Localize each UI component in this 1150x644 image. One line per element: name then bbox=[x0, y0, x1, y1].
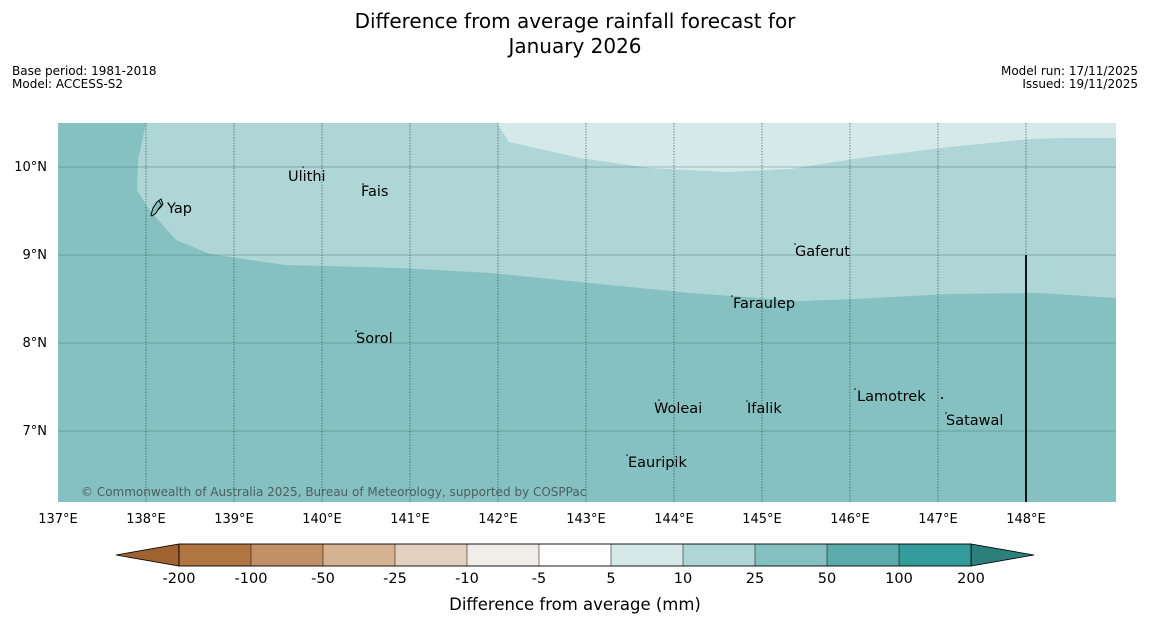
lat-label-8n: 8°N bbox=[23, 336, 48, 351]
model-run: Model run: 17/11/2025 bbox=[1000, 64, 1138, 78]
colorbar-segment bbox=[178, 543, 252, 567]
colorbar-segment bbox=[682, 543, 756, 567]
lon-label-138e: 138°E bbox=[126, 512, 166, 527]
lon-label-146e: 146°E bbox=[830, 512, 870, 527]
atoll-dot-satawal bbox=[945, 412, 947, 414]
place-label-eauripik: Eauripik bbox=[628, 455, 687, 471]
place-label-ifalik: Ifalik bbox=[747, 401, 782, 417]
atoll-dot-faraulep bbox=[731, 295, 733, 297]
colorbar-segments bbox=[178, 543, 972, 567]
colorbar-segment bbox=[538, 543, 612, 567]
model-name: Model: ACCESS-S2 bbox=[12, 77, 124, 91]
place-label-fais: Fais bbox=[361, 184, 388, 200]
lon-label-148e: 148°E bbox=[1006, 512, 1046, 527]
place-label-yap: Yap bbox=[166, 201, 192, 217]
lon-label-144e: 144°E bbox=[654, 512, 694, 527]
base-period: Base period: 1981-2018 bbox=[12, 64, 157, 78]
colorbar-segment bbox=[826, 543, 900, 567]
lon-label-143e: 143°E bbox=[566, 512, 606, 527]
colorbar: -200 -100 -50 -25 -10 -5 5 10 25 50 100 200 bbox=[115, 543, 1035, 587]
atoll-dot-ulithi bbox=[302, 166, 304, 168]
map-title: Difference from average rainfall forecas… bbox=[0, 9, 1150, 59]
lon-label-137e: 137°E bbox=[38, 512, 78, 527]
atoll-dot-lamotrek bbox=[854, 388, 856, 390]
atoll-dot-ifalik bbox=[746, 400, 748, 402]
place-label-lamotrek: Lamotrek bbox=[857, 389, 926, 405]
lon-label-140e: 140°E bbox=[302, 512, 342, 527]
title-line-1: Difference from average rainfall forecas… bbox=[354, 9, 796, 33]
lon-label-141e: 141°E bbox=[390, 512, 430, 527]
atoll-dot-woleai bbox=[658, 399, 660, 401]
colorbar-tick-label: 50 bbox=[818, 571, 836, 587]
place-label-satawal: Satawal bbox=[946, 413, 1003, 429]
colorbar-low-extreme bbox=[115, 543, 180, 567]
colorbar-tick-label: 100 bbox=[885, 571, 913, 587]
place-label-gaferut: Gaferut bbox=[795, 244, 850, 260]
yap-island-detail bbox=[157, 200, 163, 211]
colorbar-tick-label: -5 bbox=[532, 571, 546, 587]
colorbar-segment bbox=[898, 543, 972, 567]
rain-band-10-25 bbox=[137, 123, 1116, 301]
legend-label: Difference from average (mm) bbox=[449, 595, 701, 614]
atoll-dot-lamotrek-east bbox=[941, 397, 943, 399]
atoll-dot-fais bbox=[362, 183, 364, 185]
colorbar-tick-label: -200 bbox=[163, 571, 196, 587]
lon-label-145e: 145°E bbox=[742, 512, 782, 527]
rain-band-5-10 bbox=[497, 123, 1116, 172]
place-label-ulithi: Ulithi bbox=[288, 169, 326, 185]
meta-right: Model run: 17/11/2025 Issued: 19/11/2025 bbox=[1001, 65, 1138, 91]
colorbar-tick-label: 5 bbox=[606, 571, 615, 587]
atoll-dot-sorol bbox=[355, 330, 357, 332]
copyright-notice: © Commonwealth of Australia 2025, Bureau… bbox=[81, 485, 586, 499]
place-label-sorol: Sorol bbox=[356, 331, 393, 347]
meta-left: Base period: 1981-2018 Model: ACCESS-S2 bbox=[12, 65, 157, 91]
colorbar-segment bbox=[250, 543, 324, 567]
colorbar-segment bbox=[322, 543, 396, 567]
colorbar-segment bbox=[466, 543, 540, 567]
title-line-2: January 2026 bbox=[508, 34, 642, 58]
colorbar-tick-labels: -200 -100 -50 -25 -10 -5 5 10 25 50 100 200 bbox=[163, 571, 985, 587]
atoll-dot-gaferut bbox=[794, 243, 796, 245]
colorbar-segment bbox=[754, 543, 828, 567]
lat-label-10n: 10°N bbox=[14, 160, 47, 175]
colorbar-tick-label: -25 bbox=[383, 571, 407, 587]
atoll-dot-eauripik bbox=[626, 454, 628, 456]
lon-label-139e: 139°E bbox=[214, 512, 254, 527]
colorbar-tick-label: -50 bbox=[311, 571, 335, 587]
colorbar-tick-label: 10 bbox=[674, 571, 692, 587]
lon-label-142e: 142°E bbox=[478, 512, 518, 527]
colorbar-segment bbox=[610, 543, 684, 567]
colorbar-segment bbox=[394, 543, 468, 567]
place-label-woleai: Woleai bbox=[654, 401, 702, 417]
place-label-faraulep: Faraulep bbox=[733, 296, 795, 312]
lat-label-9n: 9°N bbox=[23, 248, 48, 263]
colorbar-tick-label: 200 bbox=[957, 571, 985, 587]
issued-date: Issued: 19/11/2025 bbox=[1022, 77, 1138, 91]
lat-label-7n: 7°N bbox=[23, 424, 48, 439]
colorbar-tick-label: 25 bbox=[746, 571, 764, 587]
colorbar-high-extreme bbox=[970, 543, 1035, 567]
atoll-dots bbox=[302, 166, 947, 456]
colorbar-tick-label: -10 bbox=[455, 571, 479, 587]
colorbar-tick-label: -100 bbox=[235, 571, 268, 587]
lon-label-147e: 147°E bbox=[918, 512, 958, 527]
colorbar-frame bbox=[178, 543, 972, 567]
